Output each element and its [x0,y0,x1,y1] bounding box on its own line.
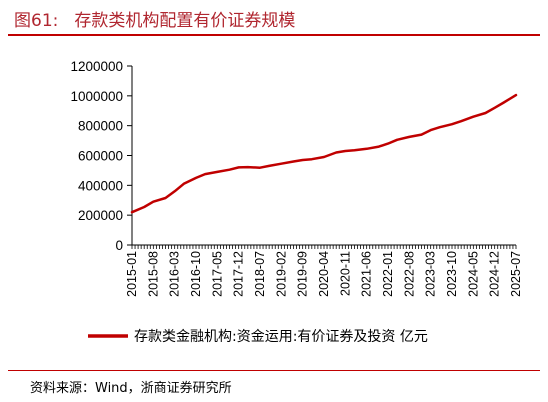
data-point [472,116,474,118]
data-point [302,159,304,161]
data-point [451,123,453,125]
data-point [344,150,346,152]
x-tick-label: 2023-03 [424,251,438,297]
y-tick-label: 600000 [78,149,123,164]
data-point [143,206,145,208]
x-tick-label: 2015-01 [125,251,139,297]
y-tick-label: 800000 [78,119,123,134]
figure-title: 图61: 存款类机构配置有价证券规模 [14,6,295,31]
x-tick-label: 2016-03 [168,251,182,297]
data-point [353,149,356,151]
data-point [335,151,337,154]
x-tick-label: 2017-12 [232,251,246,297]
figure-number: 图61: [14,11,59,31]
data-point [195,177,197,179]
x-tick-label: 2021-06 [360,251,374,297]
chart-plot-area [130,93,518,214]
data-point [183,183,185,185]
data-point [216,171,218,173]
data-point [311,158,313,160]
y-tick-label: 200000 [78,208,123,223]
data-point [503,101,505,104]
data-point [268,165,270,167]
chart-legend: 存款类金融机构:资金运用:有价证券及投资 亿元 [88,329,428,345]
data-point [152,201,154,203]
data-point [238,166,240,169]
x-tick-label: 2025-07 [509,251,523,297]
x-tick-label: 2022-01 [381,251,395,297]
data-point [378,145,380,148]
data-point [247,166,249,168]
y-tick-label: 1000000 [70,89,123,104]
data-point [259,167,261,169]
data-point [280,163,282,165]
data-point [366,148,368,150]
data-point [408,136,410,138]
data-point [323,156,325,158]
x-tick-label: 2020-04 [317,251,331,297]
x-tick-label: 2024-05 [466,251,480,297]
x-tick-label: 2022-08 [402,251,416,297]
legend-label: 存款类金融机构:资金运用:有价证券及投资 亿元 [134,329,428,345]
x-tick-label: 2019-02 [274,251,288,297]
x-tick-label: 2015-08 [146,251,160,297]
data-point [174,190,176,192]
figure-title-text: 存款类机构配置有价证券规模 [74,11,296,31]
source-note: 资料来源：Wind，浙商证券研究所 [30,381,232,396]
x-tick-label: 2023-10 [445,251,459,297]
y-tick-label: 0 [115,238,123,253]
x-tick-label: 2019-09 [296,251,310,297]
data-point [387,142,389,145]
y-tick-label: 1200000 [70,59,123,74]
data-point [292,160,295,163]
x-tick-label: 2018-07 [253,251,267,297]
data-point [484,112,487,114]
data-point [164,197,167,199]
data-point [439,126,441,128]
data-point [204,173,206,175]
chart-axes: 0 200000 400000 600000 800000 1000000 1200000 2… [70,59,523,297]
x-tick-label: 2017-05 [210,251,224,297]
y-tick-label: 400000 [78,178,123,193]
data-point [515,94,517,96]
data-point [430,129,432,131]
data-point [494,107,496,109]
footer-divider [8,370,540,371]
title-divider [8,34,540,36]
data-point [460,120,462,122]
series-line [130,93,518,214]
data-point [131,211,133,213]
data-point [396,139,398,141]
x-tick-label: 2024-12 [488,251,502,297]
data-point [420,134,423,136]
data-point [228,169,231,171]
x-tick-label: 2016-10 [189,251,203,297]
x-tick-label: 2020-11 [338,251,352,296]
